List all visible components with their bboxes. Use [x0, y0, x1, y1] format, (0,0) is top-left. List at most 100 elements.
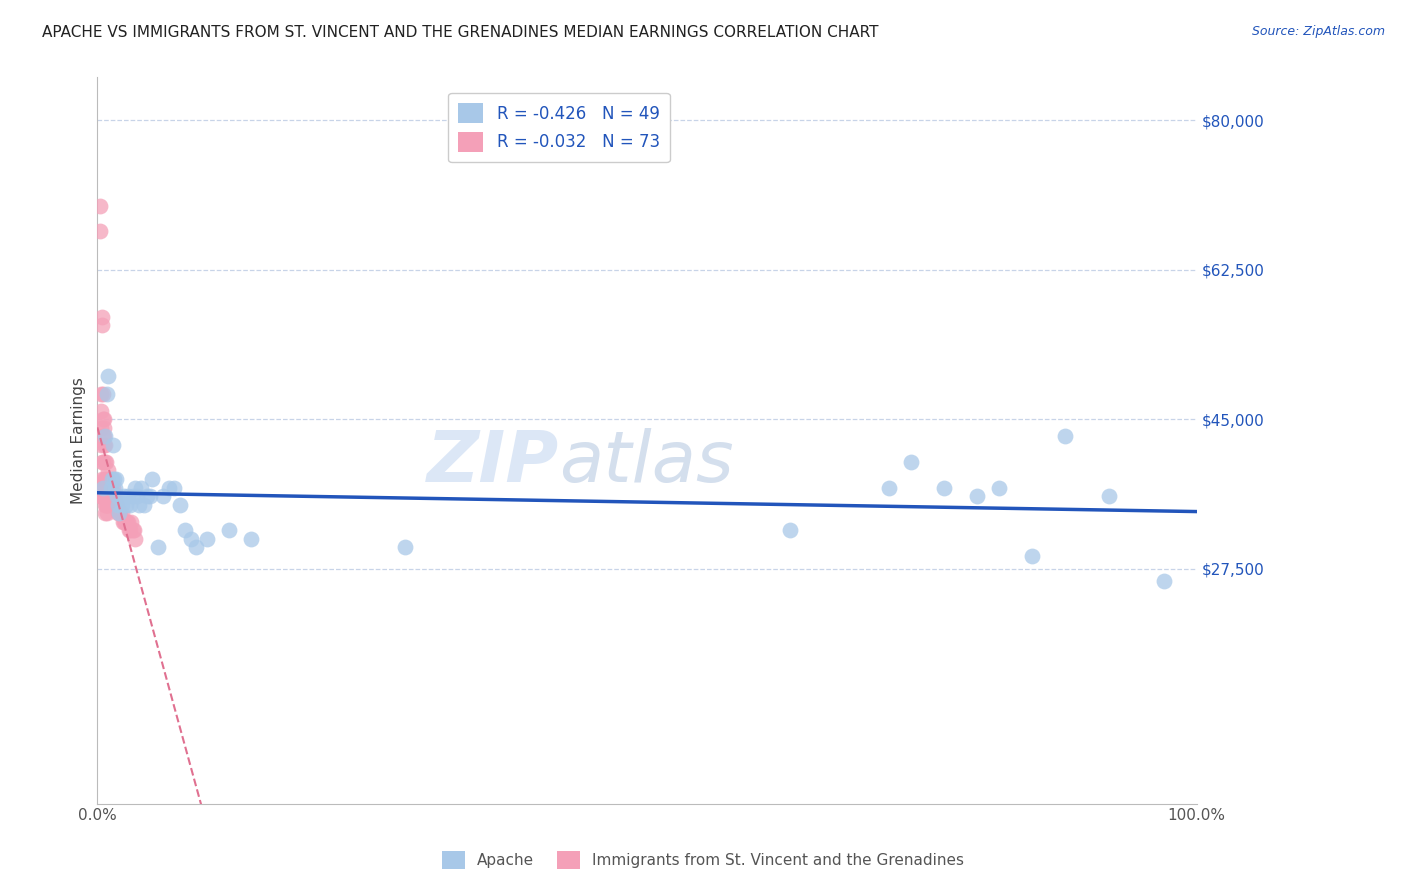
Point [93, 481, 115, 495]
Point [157, 481, 180, 495]
Point [89, 489, 111, 503]
Point [90, 489, 112, 503]
Point [98, 481, 121, 495]
Point [97, 463, 120, 477]
Point [90, 318, 112, 333]
Point [112, 489, 135, 503]
Point [1098, 489, 1121, 503]
Point [93, 412, 115, 426]
Point [124, 532, 146, 546]
Point [117, 489, 139, 503]
Point [94, 498, 117, 512]
Point [100, 481, 122, 495]
Point [97, 369, 120, 384]
Point [91, 412, 114, 426]
Point [90, 472, 112, 486]
Point [94, 438, 117, 452]
Point [118, 523, 141, 537]
Point [128, 498, 150, 512]
Point [94, 498, 117, 512]
Point [100, 489, 122, 503]
Text: ZIP: ZIP [427, 428, 560, 497]
Point [89, 198, 111, 212]
Text: atlas: atlas [560, 428, 734, 497]
Point [104, 481, 127, 495]
Point [240, 532, 263, 546]
Point [94, 489, 117, 503]
Point [97, 481, 120, 495]
Point [115, 515, 138, 529]
Point [124, 481, 146, 495]
Legend: R = -0.426   N = 49, R = -0.032   N = 73: R = -0.426 N = 49, R = -0.032 N = 73 [449, 93, 669, 162]
Point [394, 541, 416, 555]
Point [110, 498, 132, 512]
Point [93, 421, 115, 435]
Point [105, 489, 128, 503]
Point [90, 403, 112, 417]
Point [174, 523, 197, 537]
Point [94, 506, 117, 520]
Point [135, 489, 157, 503]
Point [96, 489, 118, 503]
Point [932, 481, 955, 495]
Point [103, 498, 125, 512]
Point [110, 506, 132, 520]
Point [94, 455, 117, 469]
Text: APACHE VS IMMIGRANTS FROM ST. VINCENT AND THE GRENADINES MEDIAN EARNINGS CORRELA: APACHE VS IMMIGRANTS FROM ST. VINCENT AN… [42, 25, 879, 40]
Point [107, 498, 129, 512]
Point [121, 523, 143, 537]
Point [110, 506, 132, 520]
Point [94, 472, 117, 486]
Point [100, 472, 122, 486]
Point [90, 310, 112, 324]
Point [132, 498, 155, 512]
Point [195, 532, 218, 546]
Point [877, 481, 900, 495]
Point [90, 386, 112, 401]
Point [101, 481, 124, 495]
Point [779, 523, 801, 537]
Point [112, 515, 135, 529]
Point [131, 481, 153, 495]
Point [93, 489, 115, 503]
Point [91, 489, 114, 503]
Point [163, 481, 186, 495]
Point [987, 481, 1010, 495]
Point [186, 541, 208, 555]
Point [115, 515, 138, 529]
Point [1053, 429, 1076, 443]
Point [94, 489, 117, 503]
Point [90, 455, 112, 469]
Point [97, 498, 120, 512]
Point [122, 523, 145, 537]
Point [104, 498, 127, 512]
Point [108, 506, 131, 520]
Point [1021, 549, 1043, 563]
Point [90, 421, 112, 435]
Point [94, 429, 117, 443]
Point [89, 224, 111, 238]
Point [97, 472, 120, 486]
Point [93, 429, 115, 443]
Point [94, 455, 117, 469]
Point [100, 489, 122, 503]
Point [100, 481, 122, 495]
Point [1153, 574, 1175, 589]
Text: Source: ZipAtlas.com: Source: ZipAtlas.com [1251, 25, 1385, 38]
Point [111, 515, 134, 529]
Point [120, 523, 142, 537]
Point [91, 481, 114, 495]
Point [104, 489, 127, 503]
Point [152, 489, 174, 503]
Point [94, 472, 117, 486]
Point [108, 506, 131, 520]
Point [115, 498, 138, 512]
Point [91, 429, 114, 443]
Point [93, 472, 115, 486]
Legend: Apache, Immigrants from St. Vincent and the Grenadines: Apache, Immigrants from St. Vincent and … [436, 845, 970, 875]
Point [90, 438, 112, 452]
Point [125, 489, 148, 503]
Point [103, 472, 125, 486]
Point [169, 498, 191, 512]
Point [121, 489, 143, 503]
